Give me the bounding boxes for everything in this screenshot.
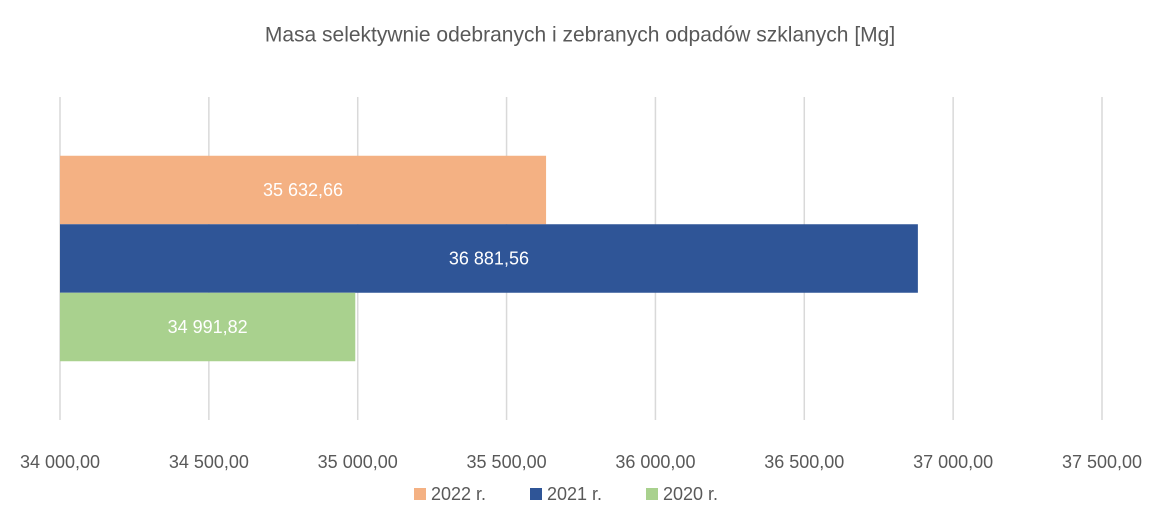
legend-label: 2020 r. — [663, 484, 718, 504]
data-label: 36 881,56 — [449, 248, 529, 268]
legend-swatch — [530, 488, 542, 500]
legend-swatch — [646, 488, 658, 500]
bar — [60, 155, 547, 225]
legend-label: 2022 r. — [431, 484, 486, 504]
x-tick-label: 34 000,00 — [20, 452, 100, 472]
legend-label: 2021 r. — [547, 484, 602, 504]
legend-swatch — [414, 488, 426, 500]
data-label: 35 632,66 — [263, 180, 343, 200]
bar — [60, 224, 918, 293]
x-tick-label: 35 500,00 — [467, 452, 547, 472]
chart-title: Masa selektywnie odebranych i zebranych … — [265, 24, 895, 47]
x-tick-label: 37 500,00 — [1062, 452, 1142, 472]
x-tick-label: 36 500,00 — [764, 452, 844, 472]
x-tick-label: 36 000,00 — [615, 452, 695, 472]
data-label: 34 991,82 — [168, 317, 248, 337]
x-tick-label: 35 000,00 — [318, 452, 398, 472]
x-tick-label: 37 000,00 — [913, 452, 993, 472]
x-tick-label: 34 500,00 — [169, 452, 249, 472]
bar — [60, 292, 356, 362]
